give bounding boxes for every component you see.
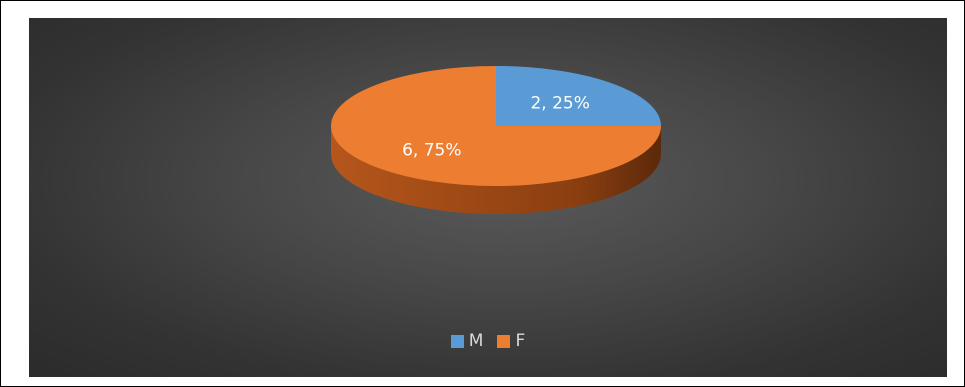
data-label-f: 6, 75% <box>402 140 461 160</box>
legend-entry-f: F <box>497 331 525 351</box>
pie-slice-m <box>496 66 661 126</box>
chart-area: 2, 25% 6, 75% M F <box>29 18 947 377</box>
pie-side-layer <box>331 126 661 214</box>
legend-entry-m: M <box>450 331 484 351</box>
pie-top-layer <box>331 66 661 186</box>
legend-label-f: F <box>515 331 526 351</box>
pie-side-f-0 <box>331 126 661 214</box>
pie-chart: 2, 25% 6, 75% <box>331 66 661 214</box>
pie-slice-f <box>331 66 661 186</box>
legend-swatch-m <box>450 334 464 348</box>
legend-label-m: M <box>468 331 484 351</box>
data-label-m: 2, 25% <box>530 94 589 114</box>
legend: M F <box>29 331 947 351</box>
pie-labels-layer: 2, 25% 6, 75% <box>402 94 590 161</box>
legend-swatch-f <box>497 334 511 348</box>
